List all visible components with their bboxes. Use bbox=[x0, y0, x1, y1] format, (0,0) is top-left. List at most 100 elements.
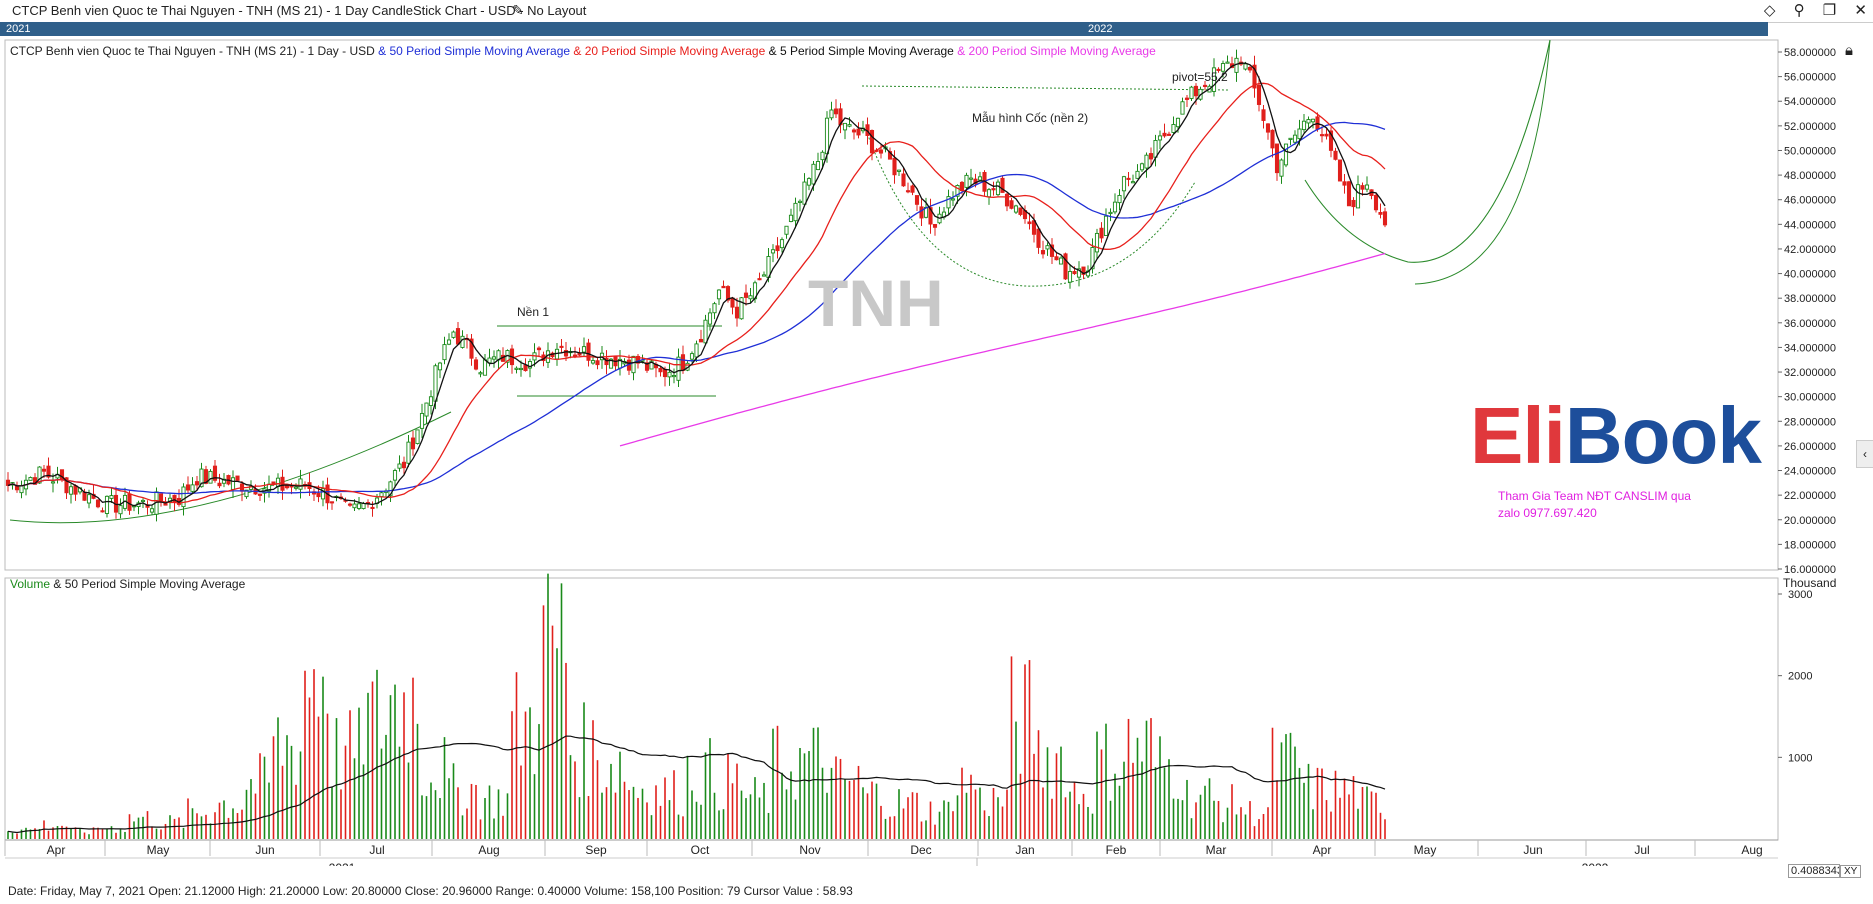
time-scroll-strip[interactable]: 2021 2022 bbox=[0, 22, 1768, 36]
collapse-panel-button[interactable]: ‹ bbox=[1856, 440, 1873, 468]
right-curve bbox=[1414, 39, 1551, 285]
volume-bar bbox=[263, 756, 266, 839]
candle-body bbox=[694, 343, 699, 358]
volume-bar bbox=[1042, 787, 1044, 839]
volume-bar bbox=[1118, 785, 1121, 839]
volume-bar bbox=[38, 828, 41, 839]
candle-body bbox=[347, 503, 353, 506]
candle-body bbox=[716, 289, 722, 300]
volume-bar bbox=[695, 801, 698, 839]
ma20-line bbox=[7, 82, 1386, 504]
candle-body bbox=[946, 196, 951, 209]
volume-bar bbox=[52, 827, 54, 839]
volume-bar bbox=[1105, 723, 1107, 839]
candle-body bbox=[172, 494, 177, 503]
candle-body bbox=[397, 463, 402, 469]
volume-bar bbox=[578, 797, 581, 839]
volume-bar bbox=[1195, 802, 1197, 839]
volume-bar bbox=[821, 767, 824, 839]
candle-body bbox=[149, 508, 155, 513]
month-label: Sep bbox=[585, 843, 607, 857]
candle-body bbox=[1243, 63, 1248, 70]
volume-bar bbox=[889, 816, 891, 839]
candle-body bbox=[1099, 227, 1104, 239]
volume-bar bbox=[205, 814, 207, 839]
chart-area[interactable]: 58.000000 56.000000 54.000000 52.000000 50.0… bbox=[0, 36, 1873, 875]
candle-body bbox=[1144, 154, 1149, 169]
month-label: Feb bbox=[1106, 843, 1127, 857]
volume-bar bbox=[1276, 780, 1278, 839]
volume-bar bbox=[272, 736, 275, 839]
volume-bar bbox=[925, 820, 927, 839]
candle-body bbox=[1081, 266, 1086, 275]
close-icon[interactable]: ✕ bbox=[1854, 2, 1867, 19]
volume-bar bbox=[970, 774, 972, 839]
volume-bar bbox=[1370, 791, 1373, 839]
month-label: May bbox=[1414, 843, 1437, 857]
volume-ma50-line bbox=[7, 735, 1386, 834]
candle-body bbox=[667, 371, 672, 378]
volume-bar bbox=[317, 716, 320, 839]
candle-body bbox=[95, 499, 101, 508]
candle-body bbox=[833, 108, 839, 115]
volume-bar bbox=[74, 827, 77, 839]
volume-bar bbox=[1154, 767, 1157, 839]
volume-bar bbox=[1379, 812, 1382, 839]
restore-icon[interactable]: ❐ bbox=[1822, 2, 1837, 19]
price-tick-label: 56.000000 bbox=[1784, 72, 1836, 84]
volume-bar bbox=[65, 826, 68, 839]
price-tick-label: 24.000000 bbox=[1784, 466, 1836, 478]
volume-bar bbox=[673, 770, 675, 839]
window-titlebar: CTCP Benh vien Quoc te Thai Nguyen - TNH… bbox=[0, 0, 1873, 23]
candle-body bbox=[86, 494, 92, 504]
volume-bar bbox=[146, 811, 149, 839]
volume-bar bbox=[583, 702, 585, 839]
lock-icon[interactable]: 🔒︎ bbox=[1845, 42, 1853, 59]
candle-body bbox=[878, 149, 884, 154]
candle-body bbox=[770, 249, 776, 254]
candle-body bbox=[563, 350, 569, 357]
volume-bar bbox=[353, 758, 356, 839]
price-tick-label: 26.000000 bbox=[1784, 441, 1836, 453]
volume-bar bbox=[439, 798, 441, 839]
base1-label: Nền 1 bbox=[517, 305, 549, 319]
volume-bar bbox=[646, 802, 648, 839]
candle-body bbox=[1337, 159, 1343, 182]
volume-bar bbox=[790, 771, 792, 839]
volume-bar bbox=[533, 774, 536, 839]
candle-body bbox=[284, 485, 290, 489]
xy-button[interactable]: XY bbox=[1840, 865, 1862, 878]
volume-bar bbox=[596, 760, 599, 839]
volume-bar bbox=[1289, 732, 1292, 839]
legend-ma200: & 200 Period Simple Moving Average bbox=[957, 44, 1156, 58]
volume-bar bbox=[1073, 782, 1076, 839]
diamond-icon[interactable]: ◇ bbox=[1763, 2, 1776, 19]
candle-body bbox=[1211, 67, 1217, 92]
volume-bar bbox=[97, 827, 99, 839]
candle-body bbox=[748, 295, 753, 300]
candle-body bbox=[788, 214, 794, 222]
candle-body bbox=[581, 346, 587, 353]
window-buttons: ◇ ⚲ ❐ ✕ bbox=[1750, 1, 1867, 19]
volume-bar bbox=[1136, 737, 1139, 839]
volume-bar bbox=[997, 797, 999, 839]
candle-body bbox=[847, 124, 852, 127]
pin-icon[interactable]: ⚲ bbox=[1793, 2, 1805, 19]
volume-bar bbox=[574, 761, 576, 839]
volume-bar bbox=[1177, 798, 1179, 839]
volume-bar bbox=[1325, 800, 1328, 839]
volume-bar bbox=[304, 670, 306, 839]
volume-bar bbox=[241, 809, 243, 839]
volume-bar bbox=[79, 828, 81, 839]
price-tick-label: 58.000000 bbox=[1784, 47, 1836, 59]
candle-body bbox=[194, 481, 200, 486]
cursor-value-box[interactable]: 0.4088343 bbox=[1788, 864, 1840, 878]
candle-body bbox=[1040, 250, 1046, 255]
candle-body bbox=[361, 503, 366, 510]
volume-legend: Volume & 50 Period Simple Moving Average bbox=[10, 577, 245, 591]
candle-body bbox=[1355, 184, 1361, 209]
volume-bar bbox=[1253, 826, 1256, 839]
volume-bar bbox=[1055, 753, 1058, 839]
pencil-icon[interactable]: ✎ bbox=[512, 2, 524, 18]
candle-body bbox=[1346, 181, 1352, 207]
